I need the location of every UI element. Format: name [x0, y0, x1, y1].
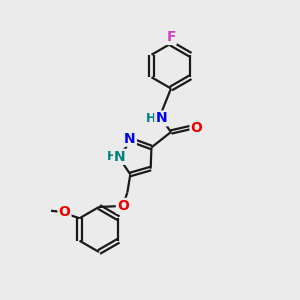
Text: F: F [166, 30, 176, 44]
Text: O: O [190, 121, 202, 134]
Text: H: H [146, 112, 157, 125]
Text: H: H [107, 150, 117, 164]
Text: N: N [114, 150, 126, 164]
Text: O: O [58, 205, 70, 219]
Text: N: N [124, 132, 136, 146]
Text: O: O [117, 199, 129, 213]
Text: N: N [155, 112, 167, 125]
